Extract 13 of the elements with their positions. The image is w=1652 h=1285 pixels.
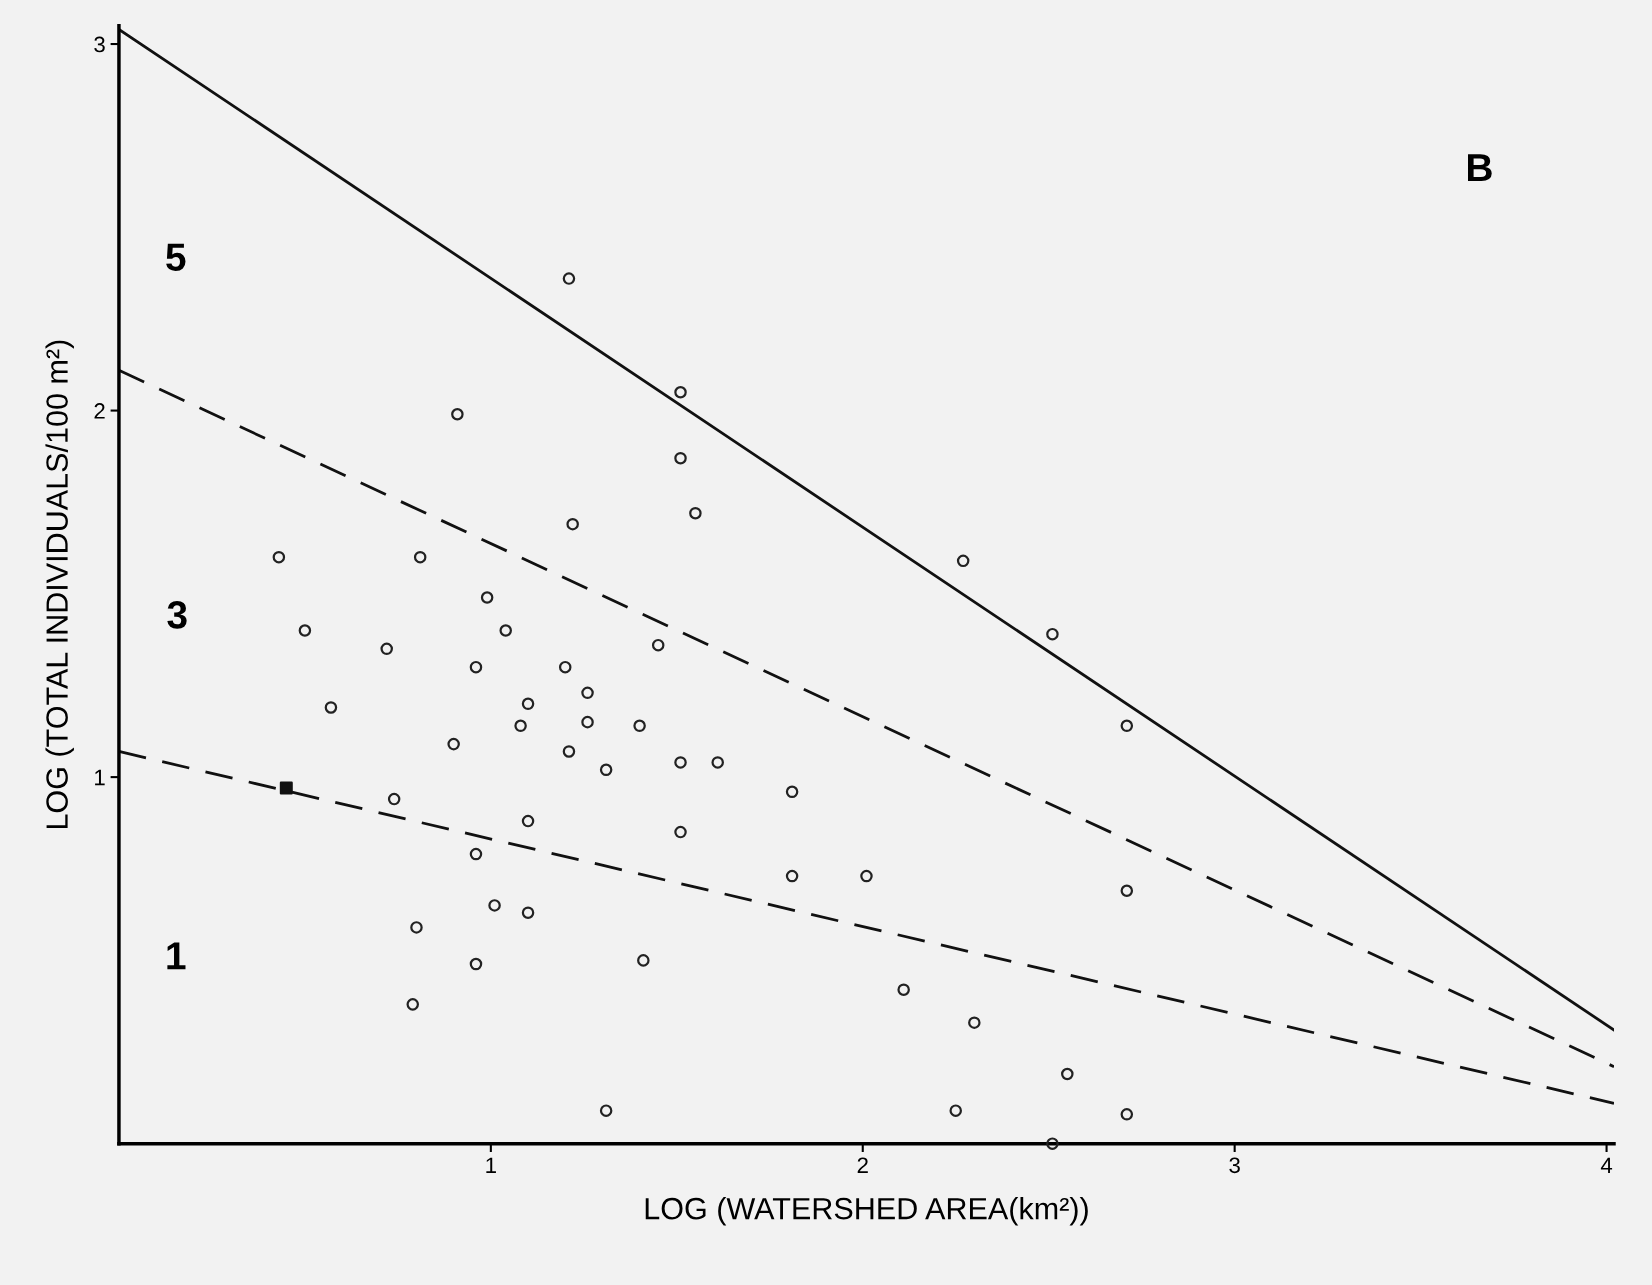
y-tick-label: 1 [95, 769, 105, 786]
annotation: 3 [167, 601, 187, 629]
x-tick-label: 1 [486, 1157, 496, 1173]
y-tick-label: 2 [94, 403, 105, 419]
y-axis-title: LOG (TOTAL INDIVIDUALS/100 m²) [45, 340, 74, 829]
x-tick-label: 3 [1229, 1157, 1240, 1174]
x-tick-label: 2 [857, 1157, 868, 1173]
annotation: 1 [167, 942, 186, 970]
annotation: B [1468, 154, 1492, 182]
annotation: 5 [166, 243, 186, 271]
x-axis-title: LOG (WATERSHED AREA(km²)) [645, 1197, 1088, 1226]
y-tick-label: 3 [94, 36, 105, 53]
x-tick-label: 4 [1600, 1157, 1613, 1173]
